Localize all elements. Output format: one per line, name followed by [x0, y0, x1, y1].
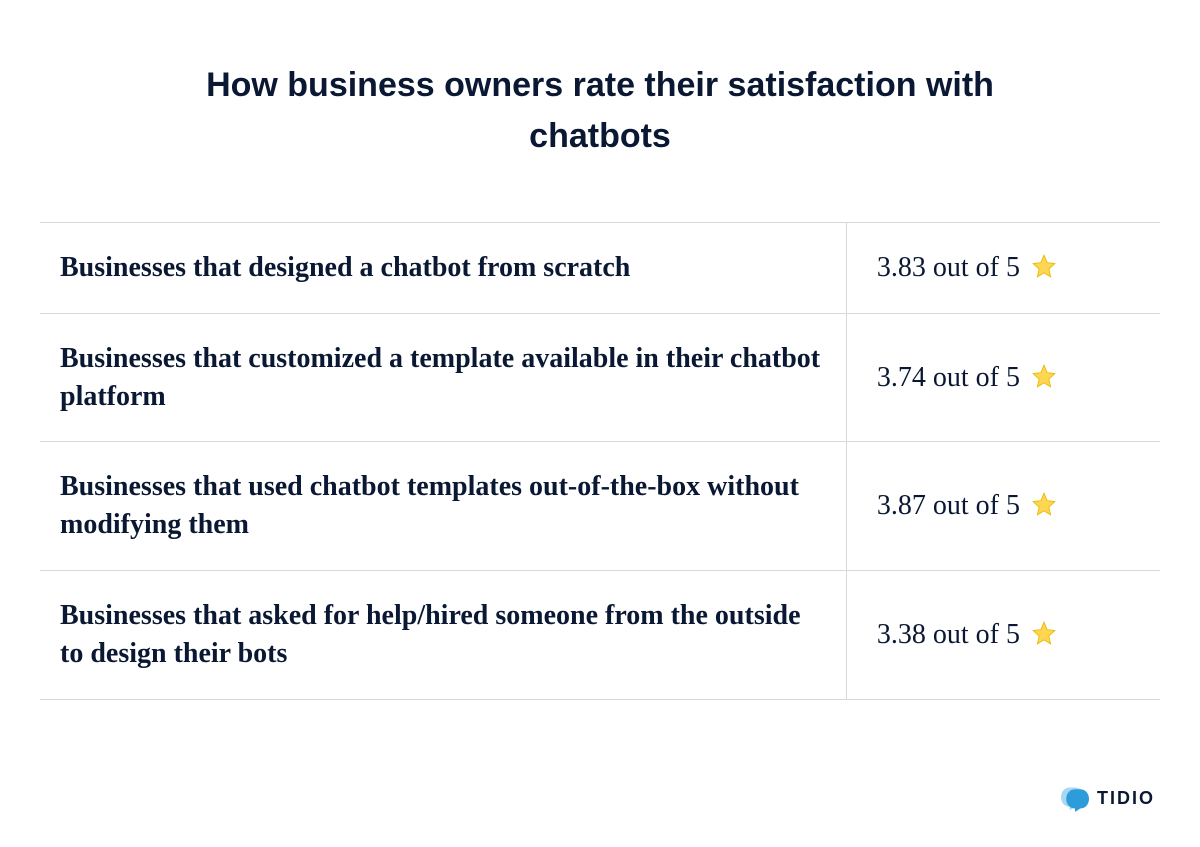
row-label: Businesses that designed a chatbot from …	[40, 223, 846, 314]
row-rating: 3.83 out of 5	[846, 223, 1160, 314]
row-rating: 3.38 out of 5	[846, 570, 1160, 699]
rating-text: 3.83 out of 5	[877, 252, 1020, 283]
star-icon	[1031, 363, 1057, 389]
page-title: How business owners rate their satisfact…	[150, 60, 1050, 162]
row-rating: 3.87 out of 5	[846, 442, 1160, 571]
row-rating: 3.74 out of 5	[846, 313, 1160, 442]
row-label: Businesses that customized a template av…	[40, 313, 846, 442]
rating-text: 3.38 out of 5	[877, 619, 1020, 650]
brand-name: TIDIO	[1097, 788, 1155, 809]
rating-text: 3.87 out of 5	[877, 490, 1020, 521]
table-row: Businesses that customized a template av…	[40, 313, 1160, 442]
row-label: Businesses that used chatbot templates o…	[40, 442, 846, 571]
table-row: Businesses that used chatbot templates o…	[40, 442, 1160, 571]
row-label: Businesses that asked for help/hired som…	[40, 570, 846, 699]
star-icon	[1031, 253, 1057, 279]
star-icon	[1031, 620, 1057, 646]
table-row: Businesses that designed a chatbot from …	[40, 223, 1160, 314]
rating-text: 3.74 out of 5	[877, 362, 1020, 393]
satisfaction-table: Businesses that designed a chatbot from …	[40, 222, 1160, 700]
star-icon	[1031, 491, 1057, 517]
table-row: Businesses that asked for help/hired som…	[40, 570, 1160, 699]
tidio-logo-icon	[1061, 784, 1089, 812]
brand-logo: TIDIO	[1061, 784, 1155, 812]
